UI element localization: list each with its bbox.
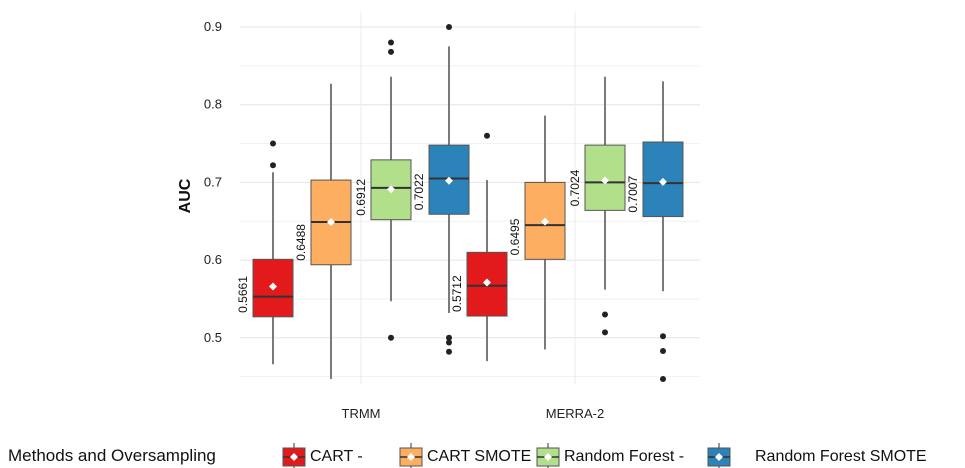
outlier-point <box>484 132 490 139</box>
outlier-point <box>388 39 394 46</box>
outlier-point <box>660 375 666 382</box>
legend-label: Random Forest SMOTE <box>755 448 927 465</box>
outlier-point <box>446 348 452 355</box>
outlier-point <box>602 329 608 336</box>
y-axis-title: AUC <box>177 178 194 213</box>
outlier-point <box>388 48 394 55</box>
legend-label: Random Forest - <box>564 448 684 465</box>
outlier-point <box>446 24 452 30</box>
mean-value-label: 0.7022 <box>412 173 426 210</box>
mean-marker <box>269 282 277 291</box>
box-group: 0.6495 <box>508 115 566 350</box>
box-group: 0.5661 <box>236 140 294 365</box>
box-group: 0.7007 <box>626 81 684 382</box>
mean-value-label: 0.5712 <box>450 275 464 312</box>
box-group: 0.7022 <box>412 24 470 355</box>
mean-value-label: 0.6912 <box>354 179 368 216</box>
y-tick-label: 0.9 <box>204 19 222 34</box>
y-tick-label: 0.7 <box>204 174 222 189</box>
outlier-point <box>270 162 276 169</box>
x-axis: TRMM MERRA-2 <box>342 406 605 421</box>
y-axis: 0.5 0.6 0.7 0.8 0.9 <box>204 19 222 345</box>
box-group: 0.5712 <box>450 132 508 362</box>
box-group: 0.6912 <box>354 39 412 341</box>
mean-value-label: 0.5661 <box>236 276 250 313</box>
legend-title: Methods and Oversampling <box>8 446 216 465</box>
box-group: 0.7024 <box>568 76 626 336</box>
legend-key-mean <box>407 453 415 461</box>
x-tick-label: TRMM <box>342 406 381 421</box>
legend-key-mean <box>290 453 298 461</box>
mean-value-label: 0.6495 <box>508 218 522 255</box>
box-group: 0.6488 <box>294 83 352 379</box>
legend-key-mean <box>715 453 723 461</box>
mean-value-label: 0.6488 <box>294 224 308 261</box>
outlier-point <box>446 334 452 341</box>
mean-marker <box>327 218 335 227</box>
mean-marker <box>659 177 667 186</box>
y-tick-label: 0.5 <box>204 330 222 345</box>
outlier-point <box>660 333 666 340</box>
legend-item: CART SMOTE <box>399 443 531 468</box>
x-tick-label: MERRA-2 <box>546 406 605 421</box>
mean-marker <box>601 176 609 185</box>
legend-label: CART SMOTE <box>427 448 531 465</box>
legend-item: Random Forest SMOTE <box>707 443 927 468</box>
outlier-point <box>388 334 394 341</box>
mean-marker <box>483 278 491 287</box>
legend-item: CART - <box>282 443 363 468</box>
mean-marker <box>445 176 453 185</box>
box-series: 0.5661 0.5712 0.6488 0.6495 0.6912 0.7024 0.70… <box>236 24 684 382</box>
mean-value-label: 0.7007 <box>626 176 640 213</box>
mean-marker <box>387 185 395 194</box>
outlier-point <box>446 339 452 346</box>
outlier-point <box>660 348 666 355</box>
outlier-point <box>270 140 276 147</box>
legend: Methods and Oversampling CART - CART SMOT… <box>8 443 927 468</box>
y-tick-label: 0.6 <box>204 252 222 267</box>
legend-item: Random Forest - <box>536 443 684 468</box>
y-tick-label: 0.8 <box>204 97 222 112</box>
mean-value-label: 0.7024 <box>568 169 582 206</box>
mean-marker <box>541 217 549 226</box>
legend-key-mean <box>544 453 552 461</box>
legend-label: CART - <box>310 448 363 465</box>
outlier-point <box>602 311 608 318</box>
